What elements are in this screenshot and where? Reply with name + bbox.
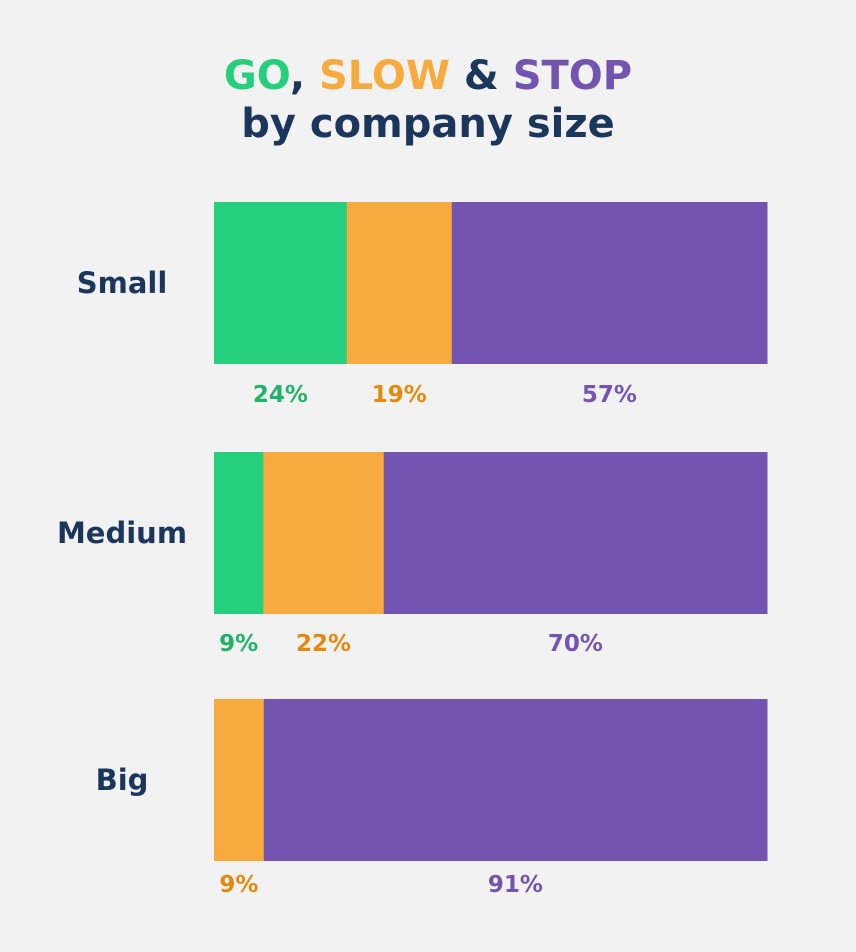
title-part-2: SLOW [318, 53, 450, 99]
bar-segment-stop [383, 452, 768, 614]
data-label-slow: 19% [372, 382, 427, 408]
title-part-1: , [289, 53, 319, 99]
bar-segment-go [214, 452, 264, 614]
data-label-stop: 57% [582, 382, 637, 408]
data-label-slow: 22% [296, 631, 351, 657]
data-label-slow: 9% [219, 872, 258, 898]
data-label-go: 9% [219, 631, 258, 657]
bar-segment-slow [263, 452, 385, 614]
category-label: Small [77, 266, 168, 300]
category-label: Big [96, 763, 149, 797]
title-line: GO, SLOW & STOP [0, 52, 856, 100]
data-label-stop: 70% [548, 631, 603, 657]
bar-segment-stop [451, 202, 768, 364]
title-part-3: & [449, 53, 513, 99]
category-label: Medium [57, 516, 187, 550]
bar-segment-go [214, 202, 348, 364]
title-part-0: GO [223, 53, 290, 99]
data-label-go: 24% [253, 382, 308, 408]
title-part-4: STOP [512, 53, 633, 99]
data-label-stop: 91% [488, 872, 543, 898]
bar-segment-stop [263, 699, 768, 861]
bar-segment-slow [214, 699, 265, 861]
bar-segment-slow [346, 202, 453, 364]
chart-subtitle: by company size [241, 101, 615, 147]
chart-title: GO, SLOW & STOP by company size [0, 52, 856, 148]
